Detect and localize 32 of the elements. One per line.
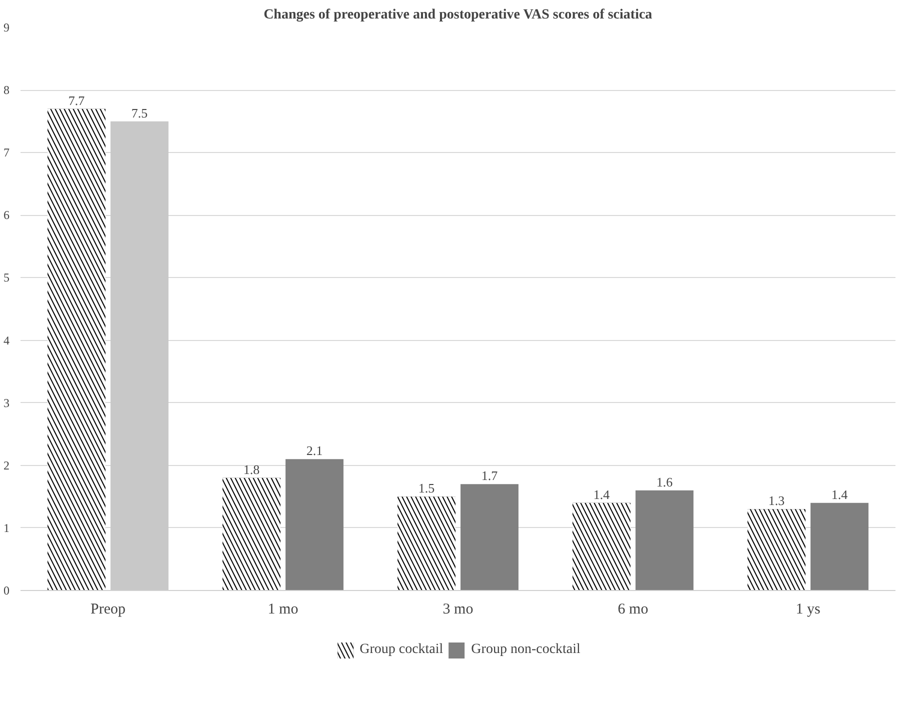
x-tick-label: 3 mo <box>442 602 474 618</box>
data-label: 1.5 <box>418 480 435 496</box>
chart-title: Changes of preoperative and postoperative VAS scores of sciatica <box>264 8 652 22</box>
y-tick-label: 1 <box>4 520 10 535</box>
y-tick-label: 8 <box>4 83 10 98</box>
y-tick-label: 5 <box>4 270 10 285</box>
y-tick-label: 4 <box>4 333 10 348</box>
bar <box>636 490 694 590</box>
y-tick-label: 9 <box>4 20 10 34</box>
data-label: 2.1 <box>306 443 323 458</box>
data-label: 7.5 <box>131 105 148 120</box>
y-tick-label: 3 <box>4 396 10 410</box>
data-label: 7.7 <box>68 92 86 108</box>
y-tick-label: 2 <box>4 458 10 472</box>
bar <box>460 484 518 590</box>
legend-label: Group cocktail <box>360 642 444 658</box>
x-tick-label: Preop <box>90 602 126 618</box>
y-tick-label: 0 <box>4 584 10 598</box>
data-label: 1.7 <box>481 468 498 484</box>
bar <box>286 459 344 590</box>
data-label: 1.4 <box>593 486 610 502</box>
data-label: 1.6 <box>656 474 674 490</box>
x-tick-label: 1 mo <box>268 602 298 618</box>
bar <box>810 502 868 590</box>
y-tick-label: 7 <box>4 146 10 160</box>
y-tick-label: 6 <box>4 208 10 222</box>
x-tick-label: 6 mo <box>618 602 648 618</box>
data-label: 1.4 <box>831 486 848 502</box>
x-tick-label: 1 ys <box>796 602 820 618</box>
data-label: 1.3 <box>768 493 785 508</box>
data-label: 1.8 <box>243 462 260 477</box>
legend-label: Group non-cocktail <box>471 642 580 658</box>
